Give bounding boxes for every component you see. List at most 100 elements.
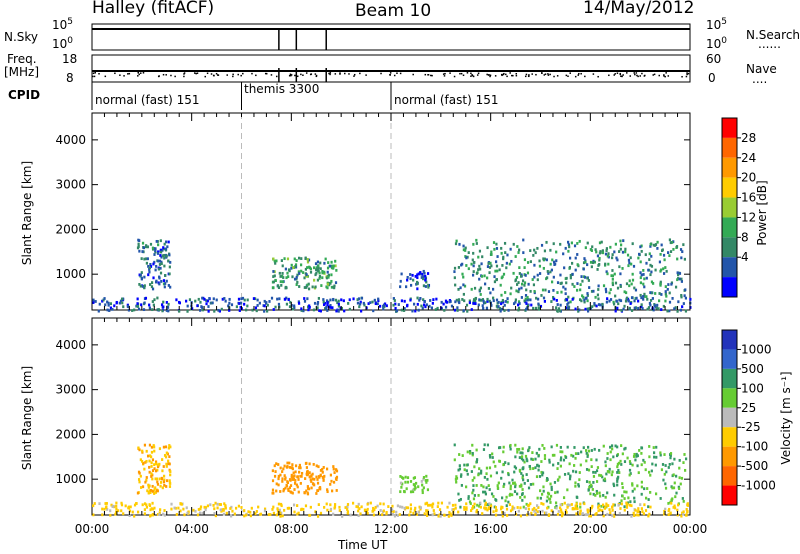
data-cell xyxy=(565,281,568,285)
data-cell xyxy=(111,307,114,311)
data-cell xyxy=(341,514,344,518)
data-cell xyxy=(663,258,666,262)
data-cell xyxy=(148,470,151,474)
data-cell xyxy=(161,248,164,252)
data-cell xyxy=(453,443,456,447)
data-cell xyxy=(526,271,530,275)
data-cell xyxy=(639,281,642,285)
data-cell xyxy=(623,505,626,509)
data-cell xyxy=(676,309,679,313)
data-cell xyxy=(587,449,591,453)
data-cell xyxy=(304,462,308,465)
data-cell xyxy=(141,449,144,453)
data-cell xyxy=(601,251,605,255)
data-cell xyxy=(606,470,609,473)
data-cell xyxy=(501,510,504,514)
data-cell xyxy=(467,497,470,500)
data-cell xyxy=(234,506,238,510)
data-cell xyxy=(425,480,428,484)
data-cell xyxy=(587,445,590,449)
data-cell xyxy=(137,242,140,246)
data-cell xyxy=(650,264,654,268)
data-cell xyxy=(278,508,281,512)
data-cell xyxy=(566,240,570,244)
data-cell xyxy=(464,255,467,258)
data-cell xyxy=(405,506,408,510)
data-cell xyxy=(430,306,434,310)
data-cell xyxy=(542,257,545,261)
data-cell xyxy=(273,274,276,278)
data-cell xyxy=(623,460,627,464)
data-cell xyxy=(680,293,683,297)
nave-dot xyxy=(305,72,308,74)
data-cell xyxy=(571,282,574,286)
data-cell xyxy=(549,262,552,266)
data-cell xyxy=(631,489,634,493)
nave-dot xyxy=(525,73,528,76)
data-cell xyxy=(559,446,562,449)
data-cell xyxy=(266,303,269,307)
data-cell xyxy=(332,264,335,268)
data-cell xyxy=(290,266,293,270)
data-cell xyxy=(509,509,513,513)
data-cell xyxy=(245,308,248,312)
data-cell xyxy=(453,308,457,312)
data-cell xyxy=(598,448,601,452)
data-cell xyxy=(613,503,616,507)
data-cell xyxy=(562,252,565,256)
velocity-colorbar-tick-label: 500 xyxy=(741,362,764,376)
data-cell xyxy=(462,292,465,296)
data-cell xyxy=(329,503,332,507)
data-cell xyxy=(406,304,409,308)
data-cell xyxy=(500,476,503,480)
data-cell xyxy=(199,308,202,312)
data-cell xyxy=(283,508,286,512)
velocity-colorbar-swatch xyxy=(722,485,737,505)
data-cell xyxy=(667,509,670,513)
data-cell xyxy=(317,503,320,507)
data-cell xyxy=(409,277,412,281)
nave-dot xyxy=(329,73,331,76)
data-cell xyxy=(516,492,519,496)
data-cell xyxy=(607,252,610,256)
data-cell xyxy=(533,506,536,510)
data-cell xyxy=(633,286,636,290)
data-cell xyxy=(306,266,309,269)
data-cell xyxy=(680,277,683,281)
y-tick-label: 3000 xyxy=(55,383,86,397)
nave-dot xyxy=(515,74,518,77)
data-cell xyxy=(590,458,593,462)
data-cell xyxy=(466,472,469,476)
data-cell xyxy=(671,486,674,490)
data-cell xyxy=(165,279,168,283)
data-cell xyxy=(163,513,166,517)
data-cell xyxy=(526,261,530,264)
data-cell xyxy=(483,274,486,278)
data-cell xyxy=(416,282,419,286)
data-cell xyxy=(463,284,467,288)
data-cell xyxy=(167,240,170,244)
data-cell xyxy=(291,478,294,481)
data-cell xyxy=(662,304,665,308)
data-cell xyxy=(551,280,554,284)
data-cell xyxy=(141,485,145,489)
data-cell xyxy=(421,483,424,487)
data-cell xyxy=(482,490,485,494)
data-cell xyxy=(417,308,420,312)
data-cell xyxy=(416,273,419,277)
data-cell xyxy=(604,464,607,468)
data-cell xyxy=(663,472,666,476)
data-cell xyxy=(326,301,329,305)
data-cell xyxy=(520,282,524,286)
data-cell xyxy=(659,252,662,256)
data-cell xyxy=(438,513,441,517)
data-cell xyxy=(672,473,675,477)
data-cell xyxy=(684,513,688,517)
nave-dot xyxy=(329,72,332,74)
data-cell xyxy=(585,480,589,483)
data-cell xyxy=(298,285,301,288)
data-cell xyxy=(334,298,338,302)
data-cell xyxy=(599,494,602,498)
data-cell xyxy=(676,508,679,512)
data-cell xyxy=(363,303,366,307)
